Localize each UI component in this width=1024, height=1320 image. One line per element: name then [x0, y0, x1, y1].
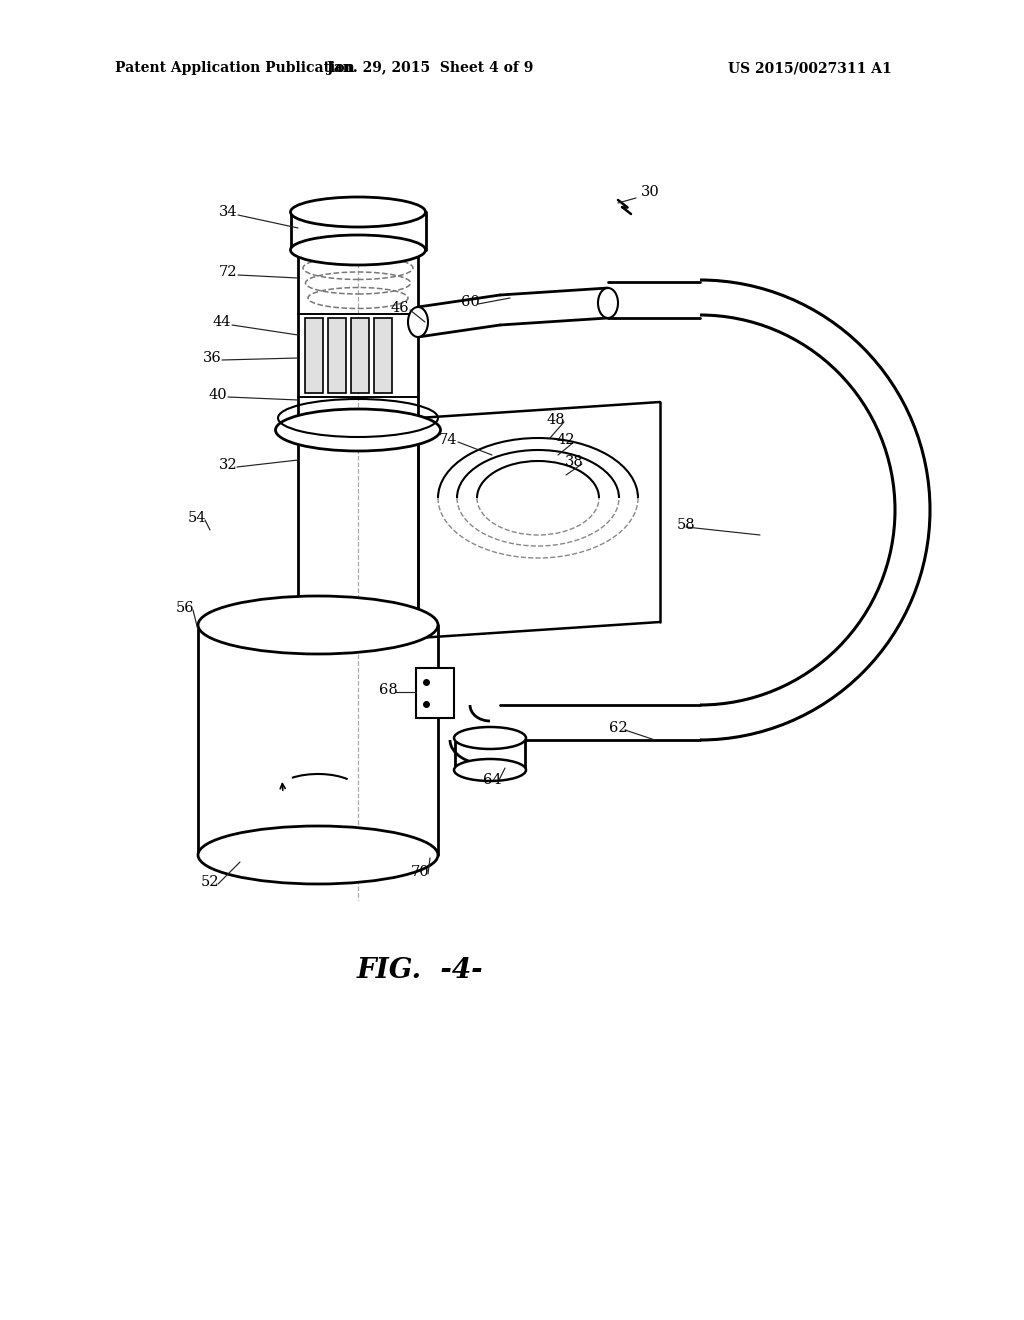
- Ellipse shape: [598, 288, 618, 318]
- Bar: [305, 318, 323, 393]
- Text: 72: 72: [219, 265, 238, 279]
- Ellipse shape: [454, 727, 526, 748]
- Text: 40: 40: [209, 388, 227, 403]
- Text: 54: 54: [187, 511, 206, 525]
- Ellipse shape: [198, 597, 438, 653]
- Bar: [351, 318, 369, 393]
- Text: 46: 46: [391, 301, 410, 315]
- Bar: [328, 318, 346, 393]
- Text: 48: 48: [547, 413, 565, 426]
- Text: 60: 60: [461, 294, 479, 309]
- Text: 32: 32: [219, 458, 238, 473]
- Text: 44: 44: [213, 315, 231, 329]
- Text: 52: 52: [201, 875, 219, 888]
- Text: 38: 38: [564, 455, 584, 469]
- Text: US 2015/0027311 A1: US 2015/0027311 A1: [728, 61, 892, 75]
- Text: 68: 68: [379, 682, 397, 697]
- Ellipse shape: [454, 759, 526, 781]
- Text: 64: 64: [482, 774, 502, 787]
- Ellipse shape: [408, 308, 428, 337]
- Ellipse shape: [291, 235, 426, 265]
- Text: 36: 36: [203, 351, 221, 366]
- Ellipse shape: [275, 409, 440, 451]
- Text: Jan. 29, 2015  Sheet 4 of 9: Jan. 29, 2015 Sheet 4 of 9: [327, 61, 534, 75]
- Text: 56: 56: [176, 601, 195, 615]
- Text: 74: 74: [438, 433, 458, 447]
- Text: 42: 42: [557, 433, 575, 447]
- Text: 34: 34: [219, 205, 238, 219]
- Text: 70: 70: [411, 865, 429, 879]
- Text: FIG.  -4-: FIG. -4-: [356, 957, 483, 983]
- Text: 30: 30: [641, 185, 659, 199]
- Text: 62: 62: [608, 721, 628, 735]
- Text: Patent Application Publication: Patent Application Publication: [115, 61, 354, 75]
- Ellipse shape: [198, 826, 438, 884]
- Ellipse shape: [291, 197, 426, 227]
- Text: 58: 58: [677, 517, 695, 532]
- Bar: [374, 318, 392, 393]
- Bar: [416, 668, 454, 718]
